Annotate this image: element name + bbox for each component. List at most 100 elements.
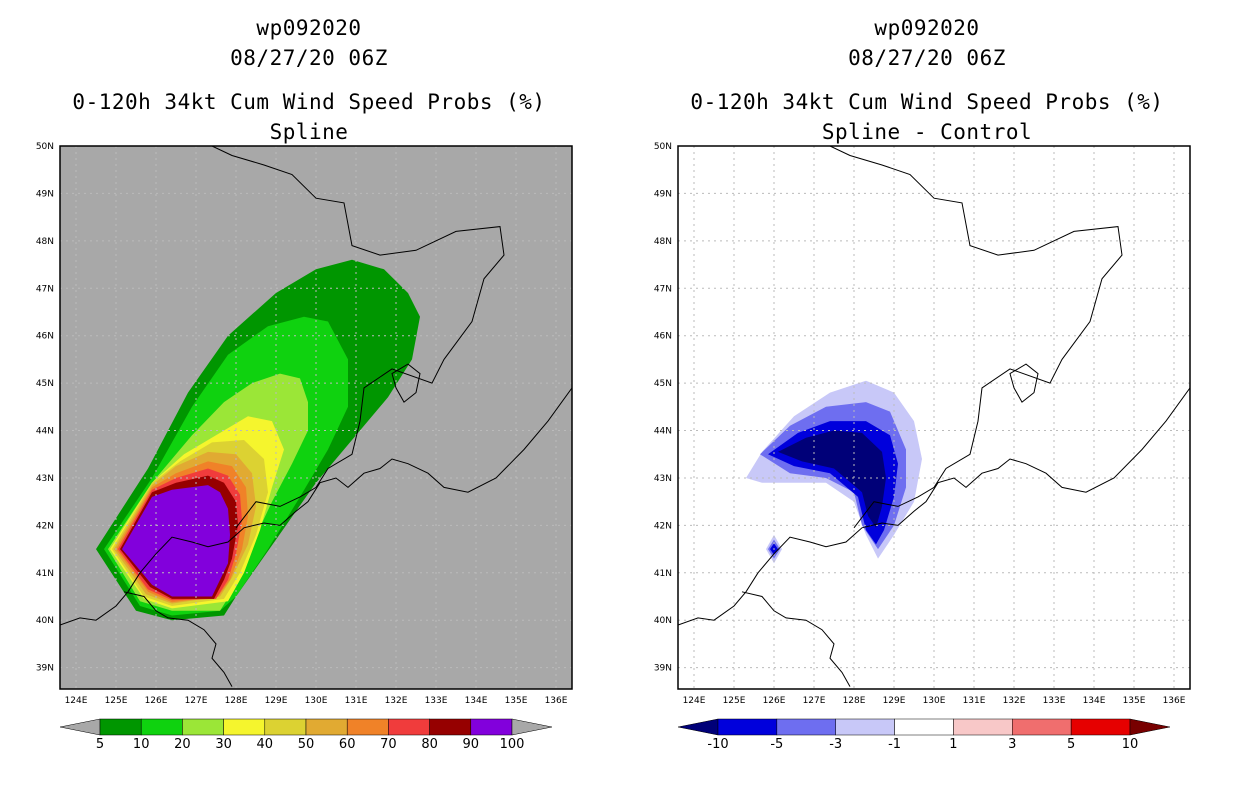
plot-frame xyxy=(677,145,1191,690)
right-chart-panel: wp092020 08/27/20 06Z 0-120h 34kt Cum Wi… xyxy=(618,0,1236,800)
y-tick-label: 46N xyxy=(36,332,54,342)
colorbar-label: -10 xyxy=(707,737,728,752)
chart-title-variable: 0-120h 34kt Cum Wind Speed Probs (%) xyxy=(72,90,546,114)
left-chart-panel: wp092020 08/27/20 06Z 0-120h 34kt Cum Wi… xyxy=(36,16,573,752)
colorbar-high-arrow xyxy=(511,718,553,736)
colorbar-swatch xyxy=(223,718,266,736)
colorbar-swatch xyxy=(717,718,778,736)
colorbar-label: 100 xyxy=(500,737,525,752)
left-map-chart: 124E 125E 126E 127E 128E 129E 130E 131E 132E 133E… xyxy=(36,142,573,752)
x-tick-label: 134E xyxy=(1083,696,1106,706)
y-tick-label: 45N xyxy=(36,379,54,389)
x-tick-label: 128E xyxy=(843,696,866,706)
colorbar-swatch xyxy=(140,718,183,736)
coastline xyxy=(60,387,572,626)
y-tick-label: 39N xyxy=(36,664,54,674)
colorbar-swatch xyxy=(388,718,430,736)
x-tick-label: 125E xyxy=(105,696,128,706)
y-tick-label: 44N xyxy=(654,427,672,437)
y-tick-label: 42N xyxy=(36,521,54,531)
chart-title-date: 08/27/20 06Z xyxy=(848,46,1006,70)
colorbar-label: 20 xyxy=(174,737,191,752)
x-tick-label: 124E xyxy=(683,696,706,706)
coastline-layer xyxy=(678,146,1190,687)
y-tick-label: 40N xyxy=(654,616,672,626)
y-tick-label: 46N xyxy=(654,332,672,342)
right-map-chart: 124E 125E 126E 127E 128E 129E 130E 131E 132E 133E… xyxy=(654,142,1191,752)
border-line xyxy=(211,146,505,529)
y-tick-label: 49N xyxy=(654,189,672,199)
x-tick-label: 136E xyxy=(545,696,568,706)
colorbar-high-arrow xyxy=(1129,718,1171,736)
colorbar-label: 30 xyxy=(215,737,232,752)
grid-lines xyxy=(60,146,572,689)
y-tick-label: 40N xyxy=(36,616,54,626)
colorbar-label: 60 xyxy=(339,737,356,752)
y-tick-label: 39N xyxy=(654,664,672,674)
y-tick-label: 48N xyxy=(36,237,54,247)
x-tick-label: 127E xyxy=(185,696,208,706)
coastline-layer xyxy=(60,146,572,687)
chart-title-method: Spline xyxy=(269,120,349,144)
colorbar-swatch xyxy=(346,718,389,736)
y-tick-label: 48N xyxy=(654,237,672,247)
colorbar-label: 10 xyxy=(1122,737,1139,752)
colorbar-label: -3 xyxy=(829,737,842,752)
y-tick-label: 50N xyxy=(654,142,672,152)
colorbar-swatch xyxy=(182,718,224,736)
x-tick-label: 133E xyxy=(1043,696,1066,706)
x-tick-label: 130E xyxy=(923,696,946,706)
grid-lines xyxy=(678,146,1190,689)
y-tick-label: 43N xyxy=(36,474,54,484)
y-tick-label: 45N xyxy=(654,379,672,389)
chart-title-storm-id: wp092020 xyxy=(256,16,362,40)
colorbar-label: 40 xyxy=(257,737,274,752)
coastline xyxy=(678,387,1190,626)
coastline xyxy=(741,591,851,687)
y-tick-label: 44N xyxy=(36,427,54,437)
colorbar-swatch xyxy=(894,718,954,736)
x-tick-label: 128E xyxy=(225,696,248,706)
coastline xyxy=(123,591,233,687)
y-tick-label: 41N xyxy=(36,569,54,579)
colorbar-label: 80 xyxy=(421,737,438,752)
lake-outline xyxy=(391,363,421,403)
contour-layer xyxy=(96,259,420,621)
colorbar-swatch xyxy=(99,718,142,736)
colorbar-label: 70 xyxy=(380,737,397,752)
colorbar-label: 5 xyxy=(96,737,104,752)
y-tick-label: 43N xyxy=(654,474,672,484)
x-tick-label: 134E xyxy=(465,696,488,706)
colorbar-swatch xyxy=(1070,718,1131,736)
colorbar-label: 10 xyxy=(133,737,150,752)
x-tick-label: 132E xyxy=(1003,696,1026,706)
x-tick-label: 124E xyxy=(65,696,88,706)
colorbar-label: 90 xyxy=(463,737,480,752)
colorbar-label: 5 xyxy=(1067,737,1075,752)
chart-title-method: Spline - Control xyxy=(821,120,1033,144)
chart-title-date: 08/27/20 06Z xyxy=(230,46,388,70)
colorbar-label: 1 xyxy=(949,737,957,752)
colorbar-swatch xyxy=(429,718,472,736)
x-tick-label: 129E xyxy=(265,696,288,706)
colorbar-label: -1 xyxy=(888,737,901,752)
x-tick-label: 135E xyxy=(505,696,528,706)
x-tick-label: 129E xyxy=(883,696,906,706)
x-tick-label: 125E xyxy=(723,696,746,706)
colorbar-low-arrow xyxy=(59,718,101,736)
x-tick-label: 126E xyxy=(145,696,168,706)
x-tick-label: 133E xyxy=(425,696,448,706)
x-tick-label: 126E xyxy=(763,696,786,706)
x-tick-label: 131E xyxy=(345,696,368,706)
colorbar-label: 3 xyxy=(1008,737,1016,752)
x-tick-label: 136E xyxy=(1163,696,1186,706)
colorbar-label: 50 xyxy=(298,737,315,752)
colorbar-label: -5 xyxy=(770,737,783,752)
lake-outline xyxy=(1009,363,1039,403)
x-tick-label: 135E xyxy=(1123,696,1146,706)
colorbar-swatch xyxy=(776,718,836,736)
colorbar-swatch xyxy=(264,718,307,736)
colorbar-swatch xyxy=(1012,718,1072,736)
contour-level-90 xyxy=(122,485,230,597)
colorbar-swatch xyxy=(470,718,513,736)
